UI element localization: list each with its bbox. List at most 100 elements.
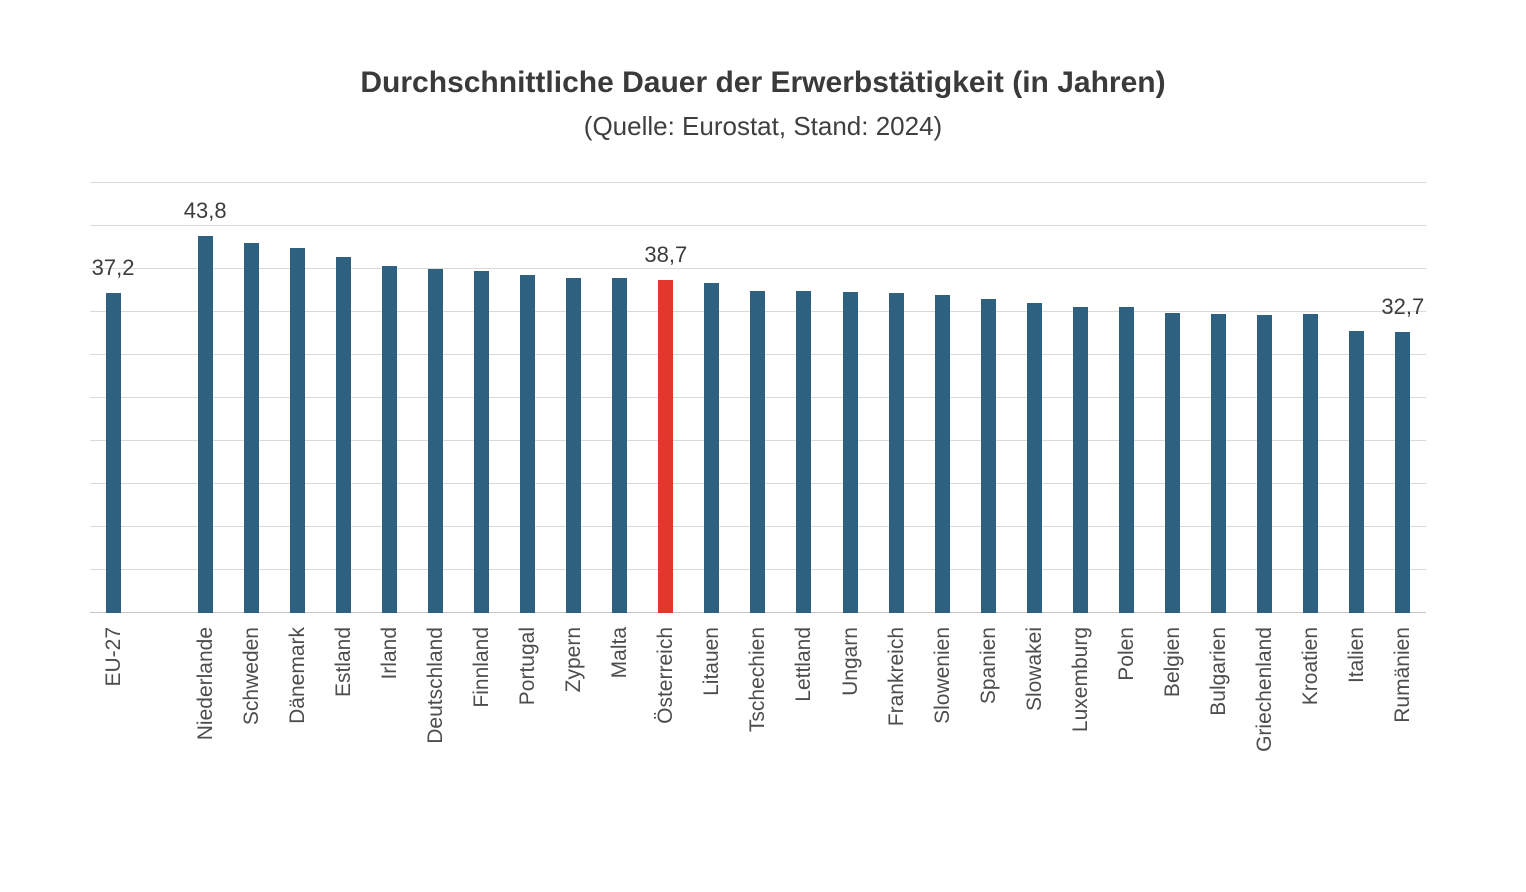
bar-slot [551, 183, 597, 613]
x-label-slot: Portugal [505, 627, 551, 705]
bar-griechenland [1257, 314, 1273, 613]
bar-bulgarien [1211, 313, 1227, 613]
x-label-slot: Italien [1334, 627, 1380, 683]
x-label-slot: Kroatien [1288, 627, 1334, 705]
x-axis-labels: EU-27 Niederlande Schweden Dänemark Estland I… [90, 627, 1426, 752]
x-label-slot: Dänemark [274, 627, 320, 724]
x-label-slot: Schweden [228, 627, 274, 725]
x-label-slowenien: Slowenien [930, 627, 954, 724]
data-label-österreich: 38,7 [644, 242, 688, 268]
x-label-tschechien: Tschechien [746, 627, 770, 733]
x-label-slot: Malta [597, 627, 643, 678]
bar-ungarn [842, 292, 858, 613]
x-label-eu-27: EU-27 [101, 627, 125, 687]
bar-estland [335, 256, 351, 613]
x-label-slot: Österreich [643, 627, 689, 724]
x-label-slot: Niederlande [182, 627, 228, 740]
gridline [90, 182, 1426, 183]
bar-schweden [243, 243, 259, 613]
bar-slot [781, 183, 827, 613]
bar-slot [1011, 183, 1057, 613]
x-label-slot: EU-27 [90, 627, 136, 687]
x-label-deutschland: Deutschland [423, 627, 447, 744]
bar-slot [1057, 183, 1103, 613]
x-label-slot: Belgien [1149, 627, 1195, 697]
x-label-slot: Deutschland [412, 627, 458, 744]
bar-slot [689, 183, 735, 613]
bar-slot: 43,8 [182, 183, 228, 613]
bar-kroatien [1303, 313, 1319, 613]
bar-irland [381, 265, 397, 613]
x-label-niederlande: Niederlande [193, 627, 217, 741]
bar-slot [873, 183, 919, 613]
bar-malta [612, 277, 628, 613]
x-label-lettland: Lettland [792, 627, 816, 702]
bar-slot [597, 183, 643, 613]
x-label-slowakei: Slowakei [1022, 627, 1046, 712]
bars-row: 37,2 43,8 38,7 32,7 [90, 183, 1426, 613]
x-label-ungarn: Ungarn [838, 627, 862, 696]
bar-polen [1118, 306, 1134, 613]
x-label-slot: Zypern [551, 627, 597, 692]
bar-slot [1334, 183, 1380, 613]
bar-slot [1288, 183, 1334, 613]
x-label-portugal: Portugal [516, 627, 540, 706]
bar-slowakei [1026, 303, 1042, 613]
x-label-slot: Rumänien [1380, 627, 1426, 723]
x-label-irland: Irland [377, 627, 401, 680]
bar-slot: 38,7 [643, 183, 689, 613]
x-label-slot: Estland [320, 627, 366, 697]
bar-italien [1349, 330, 1365, 613]
x-label-slot: Slowakei [1011, 627, 1057, 711]
x-label-spanien: Spanien [976, 627, 1000, 705]
bar-belgien [1164, 312, 1180, 613]
gridline [90, 268, 1426, 269]
bar-luxemburg [1072, 306, 1088, 613]
bar-slot [228, 183, 274, 613]
x-label-slot: Spanien [965, 627, 1011, 704]
x-label-slot: Finnland [459, 627, 505, 708]
x-label-slot: Lettland [781, 627, 827, 702]
x-label-italien: Italien [1345, 627, 1369, 684]
bar-spanien [980, 299, 996, 613]
gridline [90, 225, 1426, 226]
bar-lettland [796, 291, 812, 613]
bar-niederlande [197, 236, 213, 613]
x-label-slot: Litauen [689, 627, 735, 696]
bar-slot [1196, 183, 1242, 613]
bar-zypern [566, 277, 582, 613]
bar-rumänien [1395, 331, 1411, 613]
chart-subtitle: (Quelle: Eurostat, Stand: 2024) [583, 111, 943, 141]
bar-slot [1242, 183, 1288, 613]
bar-tschechien [750, 290, 766, 613]
bar-österreich [658, 280, 674, 613]
bar-finnland [474, 270, 490, 613]
x-label-polen: Polen [1114, 627, 1138, 681]
x-label-schweden: Schweden [239, 627, 263, 726]
x-label-slot: Ungarn [827, 627, 873, 696]
x-label-slot: Tschechien [735, 627, 781, 732]
x-label-griechenland: Griechenland [1253, 627, 1277, 752]
bar-slowenien [934, 294, 950, 613]
bar-slot [412, 183, 458, 613]
bar-slot [320, 183, 366, 613]
x-label-finnland: Finnland [470, 627, 494, 708]
bar-deutschland [427, 269, 443, 613]
bar-slot [505, 183, 551, 613]
x-label-malta: Malta [608, 627, 632, 679]
x-label-slot: Irland [366, 627, 412, 680]
bar-slot [274, 183, 320, 613]
bar-slot: 32,7 [1380, 183, 1426, 613]
data-label-eu-27: 37,2 [91, 255, 135, 281]
x-label-slot: Slowenien [919, 627, 965, 724]
bar-dänemark [289, 247, 305, 613]
x-label-bulgarien: Bulgarien [1207, 627, 1231, 716]
bar-slot [366, 183, 412, 613]
bar-slot [827, 183, 873, 613]
x-label-slot: Luxemburg [1057, 627, 1103, 732]
plot-area: 37,2 43,8 38,7 32,7 [90, 182, 1426, 613]
x-label-frankreich: Frankreich [884, 627, 908, 727]
data-label-rumänien: 32,7 [1381, 293, 1425, 319]
x-label-rumänien: Rumänien [1391, 627, 1415, 723]
